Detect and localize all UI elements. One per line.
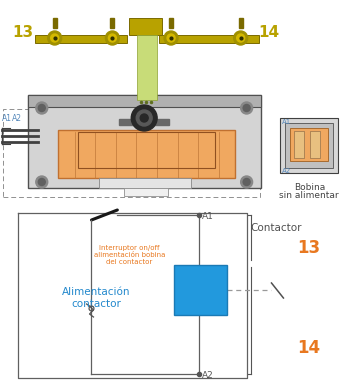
Bar <box>119 119 169 125</box>
Circle shape <box>38 105 45 112</box>
Circle shape <box>140 114 148 122</box>
Circle shape <box>243 178 250 186</box>
Text: 14: 14 <box>259 24 280 39</box>
Text: sin alimentar: sin alimentar <box>279 191 339 200</box>
Circle shape <box>36 176 48 188</box>
Circle shape <box>241 176 253 188</box>
Bar <box>100 178 191 188</box>
Text: 13: 13 <box>12 24 33 39</box>
Circle shape <box>237 34 245 42</box>
Circle shape <box>105 31 119 45</box>
Text: A1: A1 <box>2 113 12 123</box>
Bar <box>129 18 162 35</box>
Text: 14: 14 <box>297 339 320 357</box>
Text: A1: A1 <box>202 212 214 220</box>
Bar <box>310 131 320 158</box>
Circle shape <box>243 105 250 112</box>
Bar <box>28 95 261 107</box>
Bar <box>110 18 115 28</box>
Bar <box>137 35 157 100</box>
Bar <box>290 128 328 161</box>
Bar <box>78 132 215 168</box>
Circle shape <box>164 31 178 45</box>
Bar <box>174 265 227 315</box>
Text: A2: A2 <box>281 168 290 174</box>
Bar <box>169 18 173 28</box>
Circle shape <box>167 34 175 42</box>
Bar <box>53 18 57 28</box>
Text: Contactor: Contactor <box>251 223 302 233</box>
Text: A2: A2 <box>12 113 22 123</box>
Circle shape <box>38 178 45 186</box>
Text: 13: 13 <box>297 239 320 257</box>
Text: Alimentación
contactor: Alimentación contactor <box>62 287 131 309</box>
Bar <box>58 130 235 178</box>
Text: Interruptor on/off
alimentación bobina
del contactor: Interruptor on/off alimentación bobina d… <box>94 245 165 265</box>
Text: Bobina: Bobina <box>294 183 325 192</box>
Bar <box>124 188 168 196</box>
Bar <box>280 118 338 173</box>
Bar <box>3 109 260 197</box>
Circle shape <box>48 31 62 45</box>
Text: A2: A2 <box>202 371 214 379</box>
Bar <box>35 35 127 43</box>
Text: A1: A1 <box>281 119 291 125</box>
Bar <box>28 95 261 188</box>
Circle shape <box>108 34 116 42</box>
Bar <box>159 35 259 43</box>
Circle shape <box>136 110 152 126</box>
Circle shape <box>51 34 59 42</box>
Circle shape <box>131 105 157 131</box>
Circle shape <box>241 102 253 114</box>
Circle shape <box>234 31 248 45</box>
Circle shape <box>36 102 48 114</box>
Bar <box>239 18 243 28</box>
Bar <box>294 131 304 158</box>
Bar <box>286 123 333 168</box>
